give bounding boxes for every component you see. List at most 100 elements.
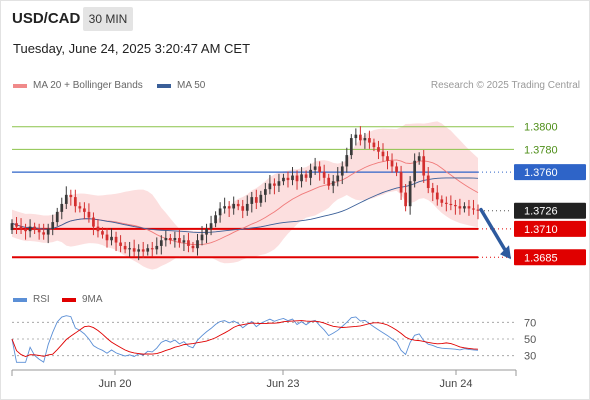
candle-body xyxy=(42,232,46,235)
candle-body xyxy=(458,206,462,209)
candle-body xyxy=(15,223,18,227)
candle-body xyxy=(345,155,349,167)
legend-rsi: RSI xyxy=(13,294,50,305)
candle-body xyxy=(286,177,290,181)
candle-body xyxy=(463,206,466,209)
candle-body xyxy=(37,230,41,233)
price-badge-support xyxy=(514,249,586,266)
rsi-legend-label: RSI xyxy=(33,294,50,305)
research-credit: Research © 2025 Trading Central xyxy=(430,80,580,91)
candle-body xyxy=(354,134,358,139)
candle-body xyxy=(422,156,426,176)
candle-body xyxy=(390,160,394,167)
candle-body xyxy=(408,181,412,207)
rsi-tick-label: 50 xyxy=(524,334,536,346)
candle-body xyxy=(114,236,118,243)
candle-body xyxy=(268,183,272,190)
candle-body xyxy=(51,222,55,229)
candle-body xyxy=(69,194,73,198)
resistance-label: 1.3780 xyxy=(524,144,558,156)
candle-body xyxy=(200,234,204,241)
ma20-swatch xyxy=(13,83,27,88)
candle-body xyxy=(168,237,172,241)
candle-body xyxy=(182,240,186,243)
candle-body xyxy=(87,211,91,218)
candle-body xyxy=(386,156,389,161)
candle-body xyxy=(359,134,362,141)
candle-body xyxy=(368,138,371,143)
candle-body xyxy=(24,228,27,232)
candle-body xyxy=(83,208,86,212)
candle-body xyxy=(64,194,68,204)
candle-body xyxy=(33,226,36,231)
candle-body xyxy=(336,175,340,182)
candle-body xyxy=(209,223,213,229)
candle-body xyxy=(309,169,312,178)
candle-body xyxy=(340,166,344,176)
candle-body xyxy=(349,138,353,156)
candle-body xyxy=(223,206,226,209)
rsi-ma-line xyxy=(11,320,479,357)
candle-body xyxy=(300,174,303,182)
candle-body xyxy=(123,245,127,250)
candle-body xyxy=(196,240,199,249)
candle-body xyxy=(164,237,168,241)
candle-body xyxy=(399,172,403,193)
rsi-ma-legend-label: 9MA xyxy=(82,294,103,305)
candle-body xyxy=(295,175,299,182)
candle-body xyxy=(132,248,136,252)
candle-body xyxy=(218,208,222,216)
candle-body xyxy=(155,245,159,250)
chart-datetime: Tuesday, June 24, 2025 3:20:47 AM CET xyxy=(13,41,251,56)
candle-body xyxy=(110,236,113,241)
price-badge-last xyxy=(514,202,586,219)
price-badge-support xyxy=(514,220,586,237)
candle-body xyxy=(55,211,59,223)
time-axis-label: Jun 24 xyxy=(439,378,472,390)
candle-body xyxy=(449,203,453,206)
candle-body xyxy=(150,248,154,250)
candle-body xyxy=(92,217,95,227)
candle-body xyxy=(254,197,258,203)
price-badge-pivot xyxy=(514,164,586,181)
ma50-legend-label: MA 50 xyxy=(177,80,206,91)
time-axis-label: Jun 20 xyxy=(98,378,131,390)
candle-body xyxy=(101,231,104,235)
symbol-title: USD/CAD xyxy=(12,10,81,27)
candle-body xyxy=(146,248,150,252)
candle-body xyxy=(404,192,407,207)
candle-body xyxy=(178,237,181,243)
candle-body xyxy=(454,205,457,207)
candle-body xyxy=(318,166,322,173)
candle-body xyxy=(141,249,145,252)
candle-body xyxy=(381,151,385,157)
candle-body xyxy=(245,203,249,211)
candle-body xyxy=(426,175,430,189)
candle-body xyxy=(205,228,208,235)
candle-body xyxy=(444,202,448,204)
candle-body xyxy=(476,209,480,211)
rsi-tick-label: 70 xyxy=(524,317,536,329)
candle-body xyxy=(413,160,417,182)
candle-body xyxy=(291,175,294,181)
price-label-support: 1.3685 xyxy=(524,252,558,264)
candle-body xyxy=(78,206,82,209)
forecast-arrow-shaft xyxy=(479,207,509,256)
candle-body xyxy=(327,177,331,186)
candle-body xyxy=(377,147,380,152)
candle-body xyxy=(241,206,245,211)
candle-body xyxy=(227,206,231,209)
forecast-arrow-head xyxy=(500,245,511,260)
rsi-line xyxy=(11,315,479,363)
candle-body xyxy=(19,226,23,229)
candle-body xyxy=(431,188,435,193)
candle-body xyxy=(119,242,122,246)
legend-ma20: MA 20 + Bollinger Bands xyxy=(13,80,143,91)
candle-body xyxy=(232,203,236,209)
timeframe-button[interactable]: 30 MIN xyxy=(83,7,133,31)
legend-ma50: MA 50 xyxy=(157,80,205,91)
candle-body xyxy=(277,181,281,186)
price-label-support: 1.3710 xyxy=(524,224,558,236)
candle-body xyxy=(331,181,335,186)
